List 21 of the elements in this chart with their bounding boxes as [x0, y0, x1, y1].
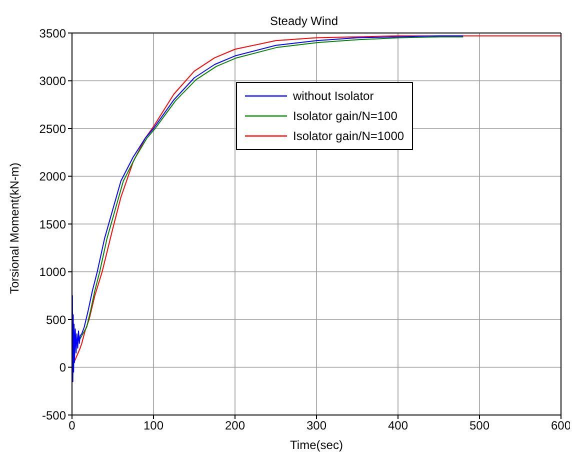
- y-tick-label: -500: [42, 408, 66, 422]
- y-tick-label: 3000: [39, 74, 66, 88]
- legend-label: without Isolator: [293, 88, 374, 105]
- y-axis-title: Torsional Moment(kN-m): [7, 162, 22, 294]
- x-tick-label: 500: [469, 418, 490, 433]
- y-tick-label: 2000: [39, 170, 66, 184]
- y-tick-label: 1500: [39, 217, 66, 232]
- y-tick-label: 1000: [39, 265, 66, 280]
- x-tick-label: 0: [68, 418, 76, 433]
- x-tick-label: 200: [224, 418, 246, 433]
- y-tick-label: 0: [59, 360, 66, 375]
- x-tick-label: 100: [143, 418, 164, 433]
- x-tick-label: 400: [388, 418, 408, 433]
- x-axis-title: Time(sec): [290, 438, 343, 452]
- legend-label: Isolator gain/N=1000: [293, 128, 404, 145]
- y-tick-label: 500: [46, 312, 66, 327]
- y-tick-label: 2500: [39, 122, 66, 136]
- legend-label: Isolator gain/N=100: [293, 108, 398, 125]
- chart-title: Steady Wind: [268, 14, 340, 28]
- y-tick-label: 3500: [39, 26, 66, 40]
- x-tick-label: 300: [306, 418, 327, 433]
